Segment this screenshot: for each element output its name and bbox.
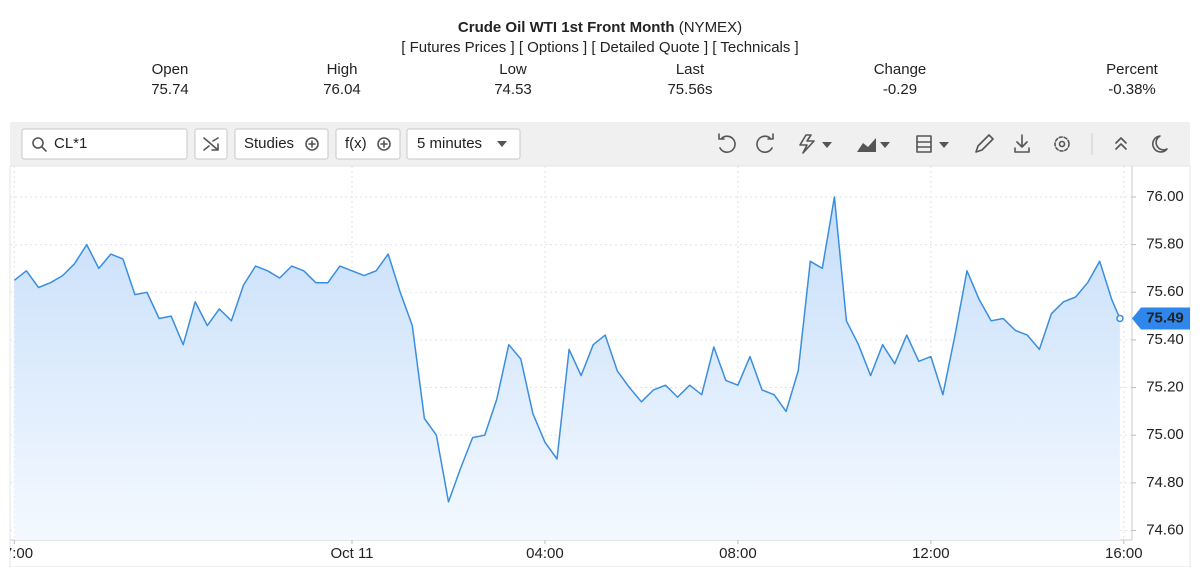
compare-icon [203, 137, 219, 151]
x-tick-label: 08:00 [719, 545, 757, 562]
layout-lines [916, 141, 932, 148]
last-price-tag [1132, 307, 1190, 330]
x-tick-label: 04:00 [526, 545, 564, 562]
search-icon [32, 137, 44, 149]
x-tick-label: 17:00 [0, 545, 33, 562]
quote-value: 75.56s [667, 81, 712, 98]
y-tick-label: 75.60 [1146, 283, 1184, 300]
interval: 5 minutes [417, 135, 482, 152]
x-axis-labels: 17:00 Oct 11 04:00 08:00 12:00 16:00 [0, 545, 1143, 562]
quote-value: -0.38% [1108, 81, 1156, 98]
quote-label: Last [676, 61, 705, 78]
link[interactable]: [ Futures Prices ] [401, 39, 514, 56]
quote-label: Open [152, 61, 189, 78]
chart-type[interactable] [857, 138, 876, 152]
last-point [1116, 314, 1124, 323]
plot [13, 196, 1121, 540]
interval-button[interactable] [406, 128, 521, 160]
x-tick-label: 12:00 [912, 545, 950, 562]
quote-label: High [327, 61, 358, 78]
search-icon-handle [41, 146, 47, 152]
link[interactable]: [ Detailed Quote ] [591, 39, 708, 56]
settings-core [1058, 140, 1066, 148]
quote: Open 75.74 High 76.04 Low 74.53 Last 75.56s Chan… [151, 61, 1158, 98]
title: Crude Oil WTI 1st Front Month (NYMEX) [458, 19, 742, 36]
y-tick-label: 75.40 [1146, 331, 1184, 348]
y-tick-label: 74.80 [1146, 474, 1184, 491]
y-tick-label: 75.00 [1146, 426, 1184, 443]
plus-icon [305, 137, 319, 151]
x-tick-label: 16:00 [1105, 545, 1143, 562]
download[interactable] [1014, 134, 1030, 153]
chart: 74.60 74.80 75.00 75.20 75.40 75.60 75.80 76.00… [0, 166, 1190, 562]
y-tick-label: 75.80 [1146, 236, 1184, 253]
quote-label: Change [874, 61, 927, 78]
layout[interactable] [916, 135, 932, 153]
symbol-input[interactable] [21, 128, 188, 160]
quote-value: 76.04 [323, 81, 361, 98]
links: [ Futures Prices ] [ Options ] [ Detaile… [401, 39, 798, 56]
plus-icon [377, 137, 391, 151]
dropdown-arrow [497, 141, 507, 147]
dropdown-arrow [939, 142, 949, 148]
draw[interactable] [975, 134, 994, 153]
quote-label: Low [499, 61, 527, 78]
studies-button[interactable] [234, 128, 329, 160]
symbol[interactable]: CL*1 [54, 135, 87, 152]
collapse[interactable] [1115, 137, 1127, 150]
studies: Studies [244, 135, 294, 152]
y-tick-label: 75.20 [1146, 379, 1184, 396]
redo[interactable] [756, 133, 774, 153]
toolbar-icons [718, 133, 1168, 155]
dropdown-arrow [822, 142, 832, 148]
title-text: Crude Oil WTI 1st Front Month [458, 19, 675, 36]
function-button[interactable] [335, 128, 401, 160]
quote-value: -0.29 [883, 81, 917, 98]
y-tick-label: 76.00 [1146, 188, 1184, 205]
link[interactable]: [ Options ] [519, 39, 587, 56]
quote-label: Percent [1106, 61, 1159, 78]
y-tick-label: 74.60 [1146, 521, 1184, 538]
plus-icon [380, 140, 388, 148]
plus-icon [308, 140, 316, 148]
function: f(x) [345, 135, 367, 152]
theme[interactable] [1152, 135, 1168, 153]
quote-value: 75.74 [151, 81, 189, 98]
link[interactable]: [ Technicals ] [712, 39, 798, 56]
dropdown-arrow [880, 142, 890, 148]
exchange: (NYMEX) [679, 19, 742, 36]
settings[interactable] [1054, 136, 1070, 152]
undo[interactable] [718, 133, 736, 153]
price-line [13, 196, 1121, 503]
x-tick-label: Oct 11 [330, 545, 373, 562]
events[interactable] [799, 134, 815, 154]
last-price-label: 75.49 [1146, 309, 1184, 326]
links-text: [ Futures Prices ] [ Options ] [ Detaile… [401, 39, 798, 56]
quote-value: 74.53 [494, 81, 532, 98]
